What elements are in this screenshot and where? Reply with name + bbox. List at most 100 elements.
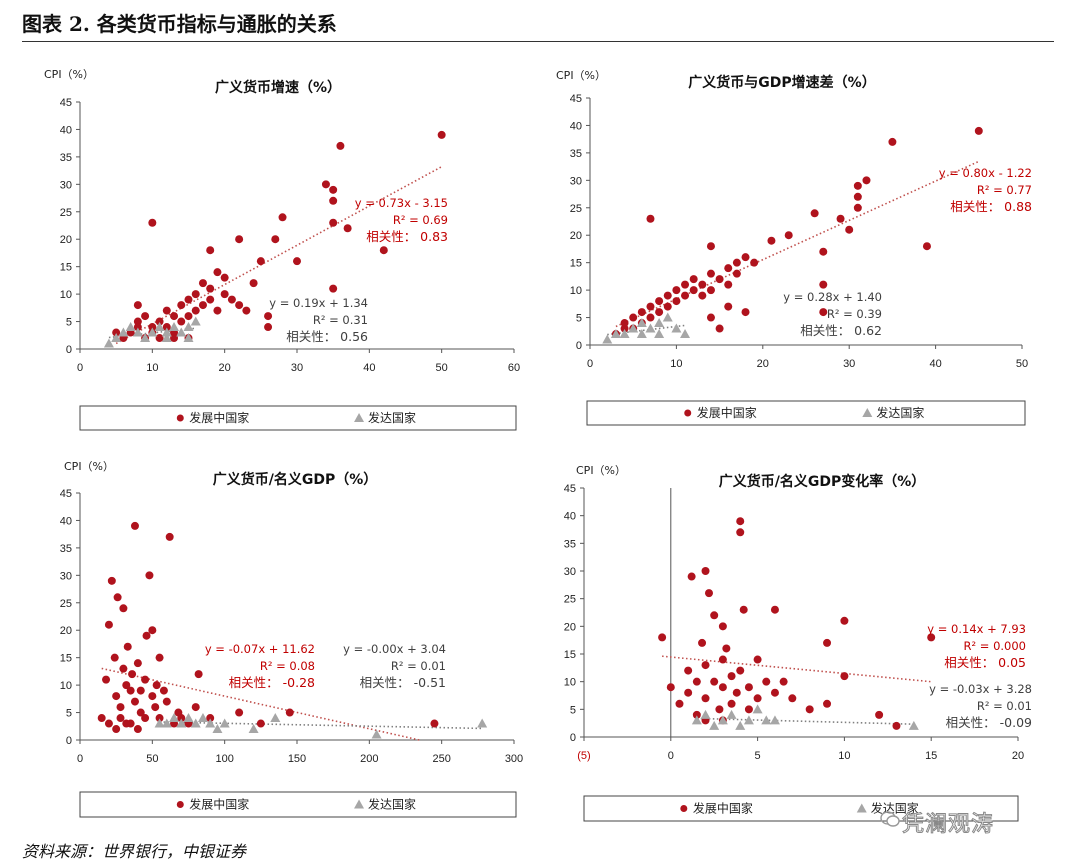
data-point-developing <box>213 268 222 277</box>
regression-annotation: 相关性： 0.62 <box>800 323 882 338</box>
data-point-developed <box>717 715 728 725</box>
data-point-developing <box>805 705 814 714</box>
regression-annotation: y = 0.73x - 3.15 <box>355 196 448 210</box>
regression-annotation: R² = 0.01 <box>391 659 446 673</box>
data-point-developing <box>715 275 724 284</box>
data-point-developing <box>724 302 733 311</box>
y-tick-label: 35 <box>60 152 72 164</box>
regression-annotation: 相关性： 0.56 <box>286 329 368 344</box>
data-point-developing <box>706 242 715 251</box>
figure-title: 图表 2. 各类货币指标与通胀的关系 <box>22 12 337 36</box>
data-point-developing <box>130 521 139 530</box>
trend-line <box>696 717 914 725</box>
regression-annotation: 相关性： -0.51 <box>360 675 446 690</box>
data-point-developing <box>155 317 164 326</box>
data-point-developed <box>769 715 780 725</box>
data-point-developed <box>636 318 647 328</box>
legend-marker-developing <box>684 409 692 417</box>
data-point-developing <box>706 269 715 278</box>
data-point-developing <box>235 235 244 244</box>
data-point-developing <box>701 567 710 575</box>
regression-annotation: 相关性： 0.83 <box>366 229 448 244</box>
data-point-developing <box>684 688 693 697</box>
y-axis-label: CPI（%） <box>556 69 606 82</box>
data-point-developed <box>176 327 187 337</box>
y-tick-label: 5 <box>570 704 576 716</box>
data-point-developing <box>663 302 672 311</box>
data-point-developed <box>154 718 165 728</box>
data-point-developing <box>177 317 186 326</box>
data-point-developed <box>662 312 673 322</box>
data-point-developing <box>170 312 179 321</box>
data-point-developing <box>718 622 727 631</box>
y-tick-label: 10 <box>564 677 576 689</box>
data-point-developed <box>700 709 711 719</box>
trend-line <box>615 160 980 328</box>
data-point-developing <box>145 571 154 580</box>
data-point-developing <box>206 284 215 293</box>
data-point-developing <box>133 323 142 332</box>
y-tick-label: 0 <box>576 340 582 352</box>
data-point-developing <box>136 708 145 717</box>
data-point-developing <box>715 705 724 714</box>
data-point-developed <box>212 724 223 734</box>
data-point-developing <box>672 297 681 306</box>
data-point-developing <box>206 714 215 723</box>
x-tick-label: 150 <box>288 753 306 765</box>
data-point-developing <box>736 517 745 526</box>
data-point-developing <box>293 257 301 266</box>
legend-box <box>79 791 517 818</box>
legend-label-developed: 发达国家 <box>368 410 416 425</box>
regression-annotation: 相关性： -0.28 <box>229 675 315 690</box>
data-point-developing <box>819 308 828 317</box>
data-point-developing <box>888 137 897 146</box>
data-point-developed <box>161 718 172 728</box>
data-point-developing <box>198 279 207 288</box>
data-point-developing <box>974 126 983 135</box>
data-point-developing <box>321 180 330 189</box>
data-point-developing <box>689 275 698 284</box>
data-point-developed <box>743 715 754 725</box>
data-point-developing <box>271 235 280 244</box>
data-point-developing <box>148 692 157 701</box>
data-point-developing <box>141 312 150 321</box>
y-tick-label: 0 <box>570 732 576 744</box>
legend-marker-developed <box>856 803 867 813</box>
data-point-developed <box>154 322 165 332</box>
data-point-developing <box>148 626 157 635</box>
data-point-developing <box>732 688 741 697</box>
x-tick-label: 0 <box>668 750 674 762</box>
x-tick-label: 20 <box>1012 750 1024 762</box>
data-point-developing <box>629 313 638 322</box>
y-tick-label: 15 <box>570 258 582 270</box>
data-point-developed <box>183 713 194 723</box>
data-point-developing <box>840 672 849 681</box>
data-point-developing <box>637 308 646 317</box>
data-point-developing <box>194 670 203 679</box>
data-point-developed <box>169 322 180 332</box>
data-point-developing <box>810 209 819 218</box>
y-tick-label: 20 <box>60 234 72 246</box>
x-tick-label: 40 <box>363 362 375 374</box>
data-point-developing <box>112 692 121 701</box>
data-point-developing <box>672 286 681 295</box>
x-tick-label: 50 <box>1016 358 1028 370</box>
data-point-developing <box>141 714 150 723</box>
data-point-developing <box>692 710 701 719</box>
x-tick-label: 10 <box>838 750 850 762</box>
y-tick-label: 35 <box>564 538 576 550</box>
data-point-developing <box>242 306 251 315</box>
legend-marker-developing <box>680 805 688 812</box>
data-point-developing <box>744 683 753 692</box>
data-point-developing <box>110 653 119 662</box>
data-point-developing <box>681 280 690 289</box>
chart-title: 广义货币/名义GDP（%） <box>213 471 378 488</box>
legend-marker-developed <box>354 413 365 422</box>
legend-marker-developing <box>176 414 184 422</box>
data-point-developed <box>161 333 172 343</box>
data-point-developed <box>654 318 665 328</box>
data-point-developing <box>698 291 707 300</box>
regression-annotation: R² = 0.39 <box>827 307 882 321</box>
data-point-developing <box>128 670 137 679</box>
